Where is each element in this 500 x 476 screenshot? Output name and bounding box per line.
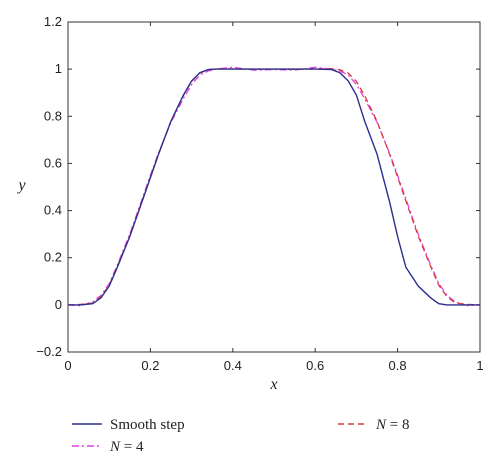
y-tick-label: 0.6 (44, 155, 62, 170)
legend-label: N = 8 (375, 417, 409, 433)
y-tick-label: 0 (55, 297, 62, 312)
x-tick-label: 0.2 (141, 358, 159, 373)
y-axis-label: y (16, 177, 26, 194)
y-tick-label: 0.8 (44, 108, 62, 123)
x-tick-label: 0 (64, 358, 71, 373)
y-tick-label: 1.2 (44, 14, 62, 29)
legend: Smooth step N = 4 N = 8 (72, 417, 409, 455)
axis-ticks: 0 0.2 0.4 0.6 0.8 1−0.200.20.40.60.811.2 (36, 14, 483, 373)
x-tick-label: 0.4 (224, 358, 242, 373)
series-line-1 (67, 66, 481, 307)
series-line-0 (68, 68, 480, 306)
y-tick-label: 1 (55, 61, 62, 76)
y-tick-label: 0.2 (44, 250, 62, 265)
legend-label: Smooth step (110, 417, 185, 433)
x-tick-label: 0.8 (389, 358, 407, 373)
plot-area (67, 21, 481, 353)
y-tick-label: −0.2 (36, 344, 62, 359)
y-tick-label: 0.4 (44, 203, 62, 218)
legend-label: N = 4 (109, 439, 144, 455)
x-tick-label: 0.6 (306, 358, 324, 373)
x-tick-label: 1 (476, 358, 483, 373)
x-axis-label: x (269, 376, 277, 393)
series-layer (67, 66, 481, 307)
